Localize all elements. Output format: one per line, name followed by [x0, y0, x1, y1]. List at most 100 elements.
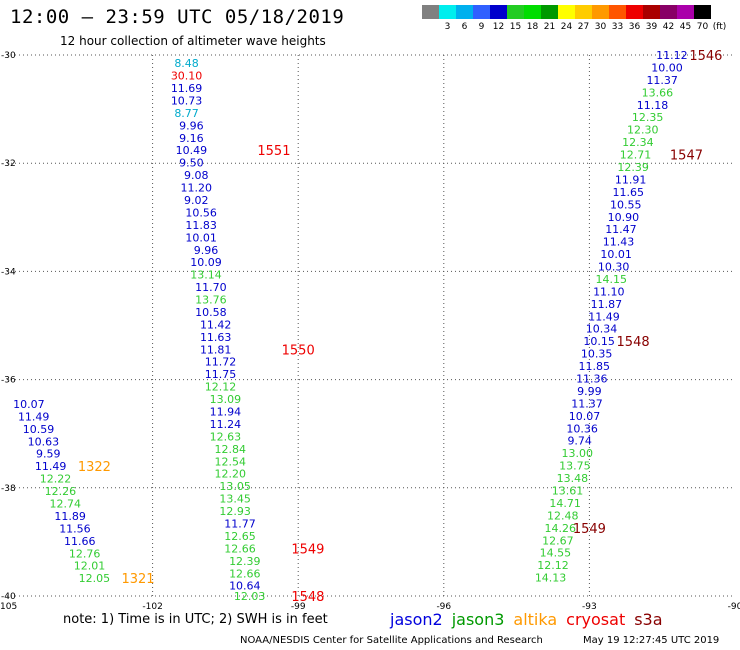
legend-bin: 24: [558, 5, 575, 32]
legend-swatch: [694, 5, 711, 19]
wave-height-label: 11.49: [35, 460, 67, 473]
wave-height-label: 9.96: [194, 244, 219, 257]
wave-height-label: 14.13: [535, 572, 567, 585]
wave-height-label: 10.15: [583, 335, 615, 348]
tick-label-layer: -105 -102 -99 -96 -93 -90 -30 -32 -34 -36 -38 -40: [0, 51, 740, 612]
wave-height-label: 11.47: [605, 223, 637, 236]
wave-height-label: 14.55: [540, 547, 572, 560]
legend-swatch: [473, 5, 490, 19]
legend-swatch: [558, 5, 575, 19]
footer-timestamp: May 19 12:27:45 UTC 2019: [583, 635, 720, 646]
wave-height-label: 10.56: [185, 206, 217, 219]
legend-swatch: [575, 5, 592, 19]
wave-height-label: 12.54: [215, 455, 247, 468]
legend-bin-label: 15: [509, 22, 522, 32]
wave-height-label: 10.73: [171, 94, 203, 107]
satellite-legend: jason2 jason3 altika cryosat s3a: [390, 610, 672, 629]
wave-height-label: 10.49: [176, 144, 208, 157]
wave-height-label: 11.85: [579, 360, 611, 373]
wave-height-label: 11.10: [593, 285, 625, 298]
wave-height-label: 11.66: [64, 535, 96, 548]
wave-height-label: 8.48: [174, 57, 199, 70]
wave-height-label: 13.05: [219, 480, 251, 493]
pass-number-label: 1548: [617, 335, 650, 350]
wave-height-label: 12.74: [49, 497, 81, 510]
x-tick-label: -90: [728, 602, 740, 612]
wave-height-label: 11.63: [200, 331, 232, 344]
wave-height-label: 11.36: [576, 373, 608, 386]
wave-height-label: 13.75: [559, 460, 591, 473]
wave-height-label: 12.39: [229, 555, 261, 568]
wave-height-label: 12.71: [620, 149, 652, 162]
legend-swatch: [524, 5, 541, 19]
wave-height-label: 12.20: [215, 468, 247, 481]
wave-height-label: 30.10: [171, 70, 203, 83]
wave-height-label: 12.65: [224, 530, 256, 543]
legend-bin: [422, 5, 439, 32]
legend-bin-label: 42: [662, 22, 675, 32]
wave-height-label: 9.16: [179, 132, 204, 145]
pass-number-label: 1546: [689, 49, 722, 64]
wave-height-label: 9.74: [567, 435, 592, 448]
wave-height-label: 10.63: [28, 435, 60, 448]
legend-bin: 42: [660, 5, 677, 32]
legend-bin: 45: [677, 5, 694, 32]
wave-height-label: 11.83: [185, 219, 217, 232]
wave-height-label: 12.84: [215, 443, 247, 456]
wave-height-label: 11.56: [59, 522, 91, 535]
wave-height-label: 11.37: [571, 397, 603, 410]
wave-height-label: 12.67: [542, 534, 574, 547]
footer-credit: NOAA/NESDIS Center for Satellite Applica…: [240, 635, 543, 646]
legend-swatch: [541, 5, 558, 19]
legend-bin-label: 39: [645, 22, 658, 32]
pass-number-label: 1547: [670, 149, 703, 164]
wave-height-label: 9.08: [184, 169, 209, 182]
wave-height-label: 10.07: [569, 410, 601, 423]
y-tick-label: -34: [1, 267, 16, 277]
pass-number-label: 1322: [78, 460, 111, 475]
wave-height-label: 12.34: [622, 136, 654, 149]
legend-swatch: [660, 5, 677, 19]
wave-height-label: 9.96: [179, 119, 204, 132]
legend-bin-label: 45: [679, 22, 692, 32]
legend-swatch: [490, 5, 507, 19]
wave-height-label: 13.45: [219, 493, 251, 506]
wave-height-label: 11.43: [603, 236, 635, 249]
wave-height-label: 12.05: [79, 572, 111, 585]
wave-height-label: 13.00: [562, 447, 594, 460]
legend-bin: 27: [575, 5, 592, 32]
wave-height-label: 13.09: [210, 393, 242, 406]
legend-swatch: [626, 5, 643, 19]
wave-height-label: 14.15: [595, 273, 627, 286]
pass-number-label: 1321: [121, 572, 154, 587]
wave-height-label: 9.50: [179, 157, 204, 170]
wave-height-label: 11.87: [591, 298, 623, 311]
x-tick-label: -93: [582, 602, 597, 612]
wave-height-label: 10.01: [600, 248, 632, 261]
wave-height-label: 11.77: [224, 518, 256, 531]
y-tick-label: -38: [1, 484, 16, 494]
wave-height-label: 12.03: [234, 590, 266, 603]
chart-subtitle: 12 hour collection of altimeter wave hei…: [60, 34, 326, 48]
units-note: note: 1) Time is in UTC; 2) SWH is in fe…: [63, 612, 328, 627]
satellite-legend-jason2: jason2: [390, 610, 443, 629]
wave-height-label-layer: 8.4830.1011.6910.738.779.969.1610.499.50…: [13, 49, 688, 603]
wave-height-label: 11.20: [181, 182, 213, 195]
satellite-legend-jason3: jason3: [451, 610, 505, 629]
wave-height-label: 12.39: [617, 161, 649, 174]
legend-bin: 15: [507, 5, 524, 32]
pass-number-label: 1549: [291, 542, 324, 557]
wave-height-label: 11.75: [205, 368, 237, 381]
wave-height-label: 11.49: [588, 310, 620, 323]
wave-height-label: 11.18: [637, 99, 669, 112]
legend-swatch: [439, 5, 456, 19]
wave-height-label: 11.12: [656, 49, 688, 62]
legend-swatch: [609, 5, 626, 19]
legend-bin-label: 30: [594, 22, 607, 32]
wave-height-label: 10.01: [185, 231, 217, 244]
wave-height-label: 12.01: [74, 560, 106, 573]
legend-bin: 9: [473, 5, 490, 32]
wave-height-label: 11.72: [205, 356, 237, 369]
